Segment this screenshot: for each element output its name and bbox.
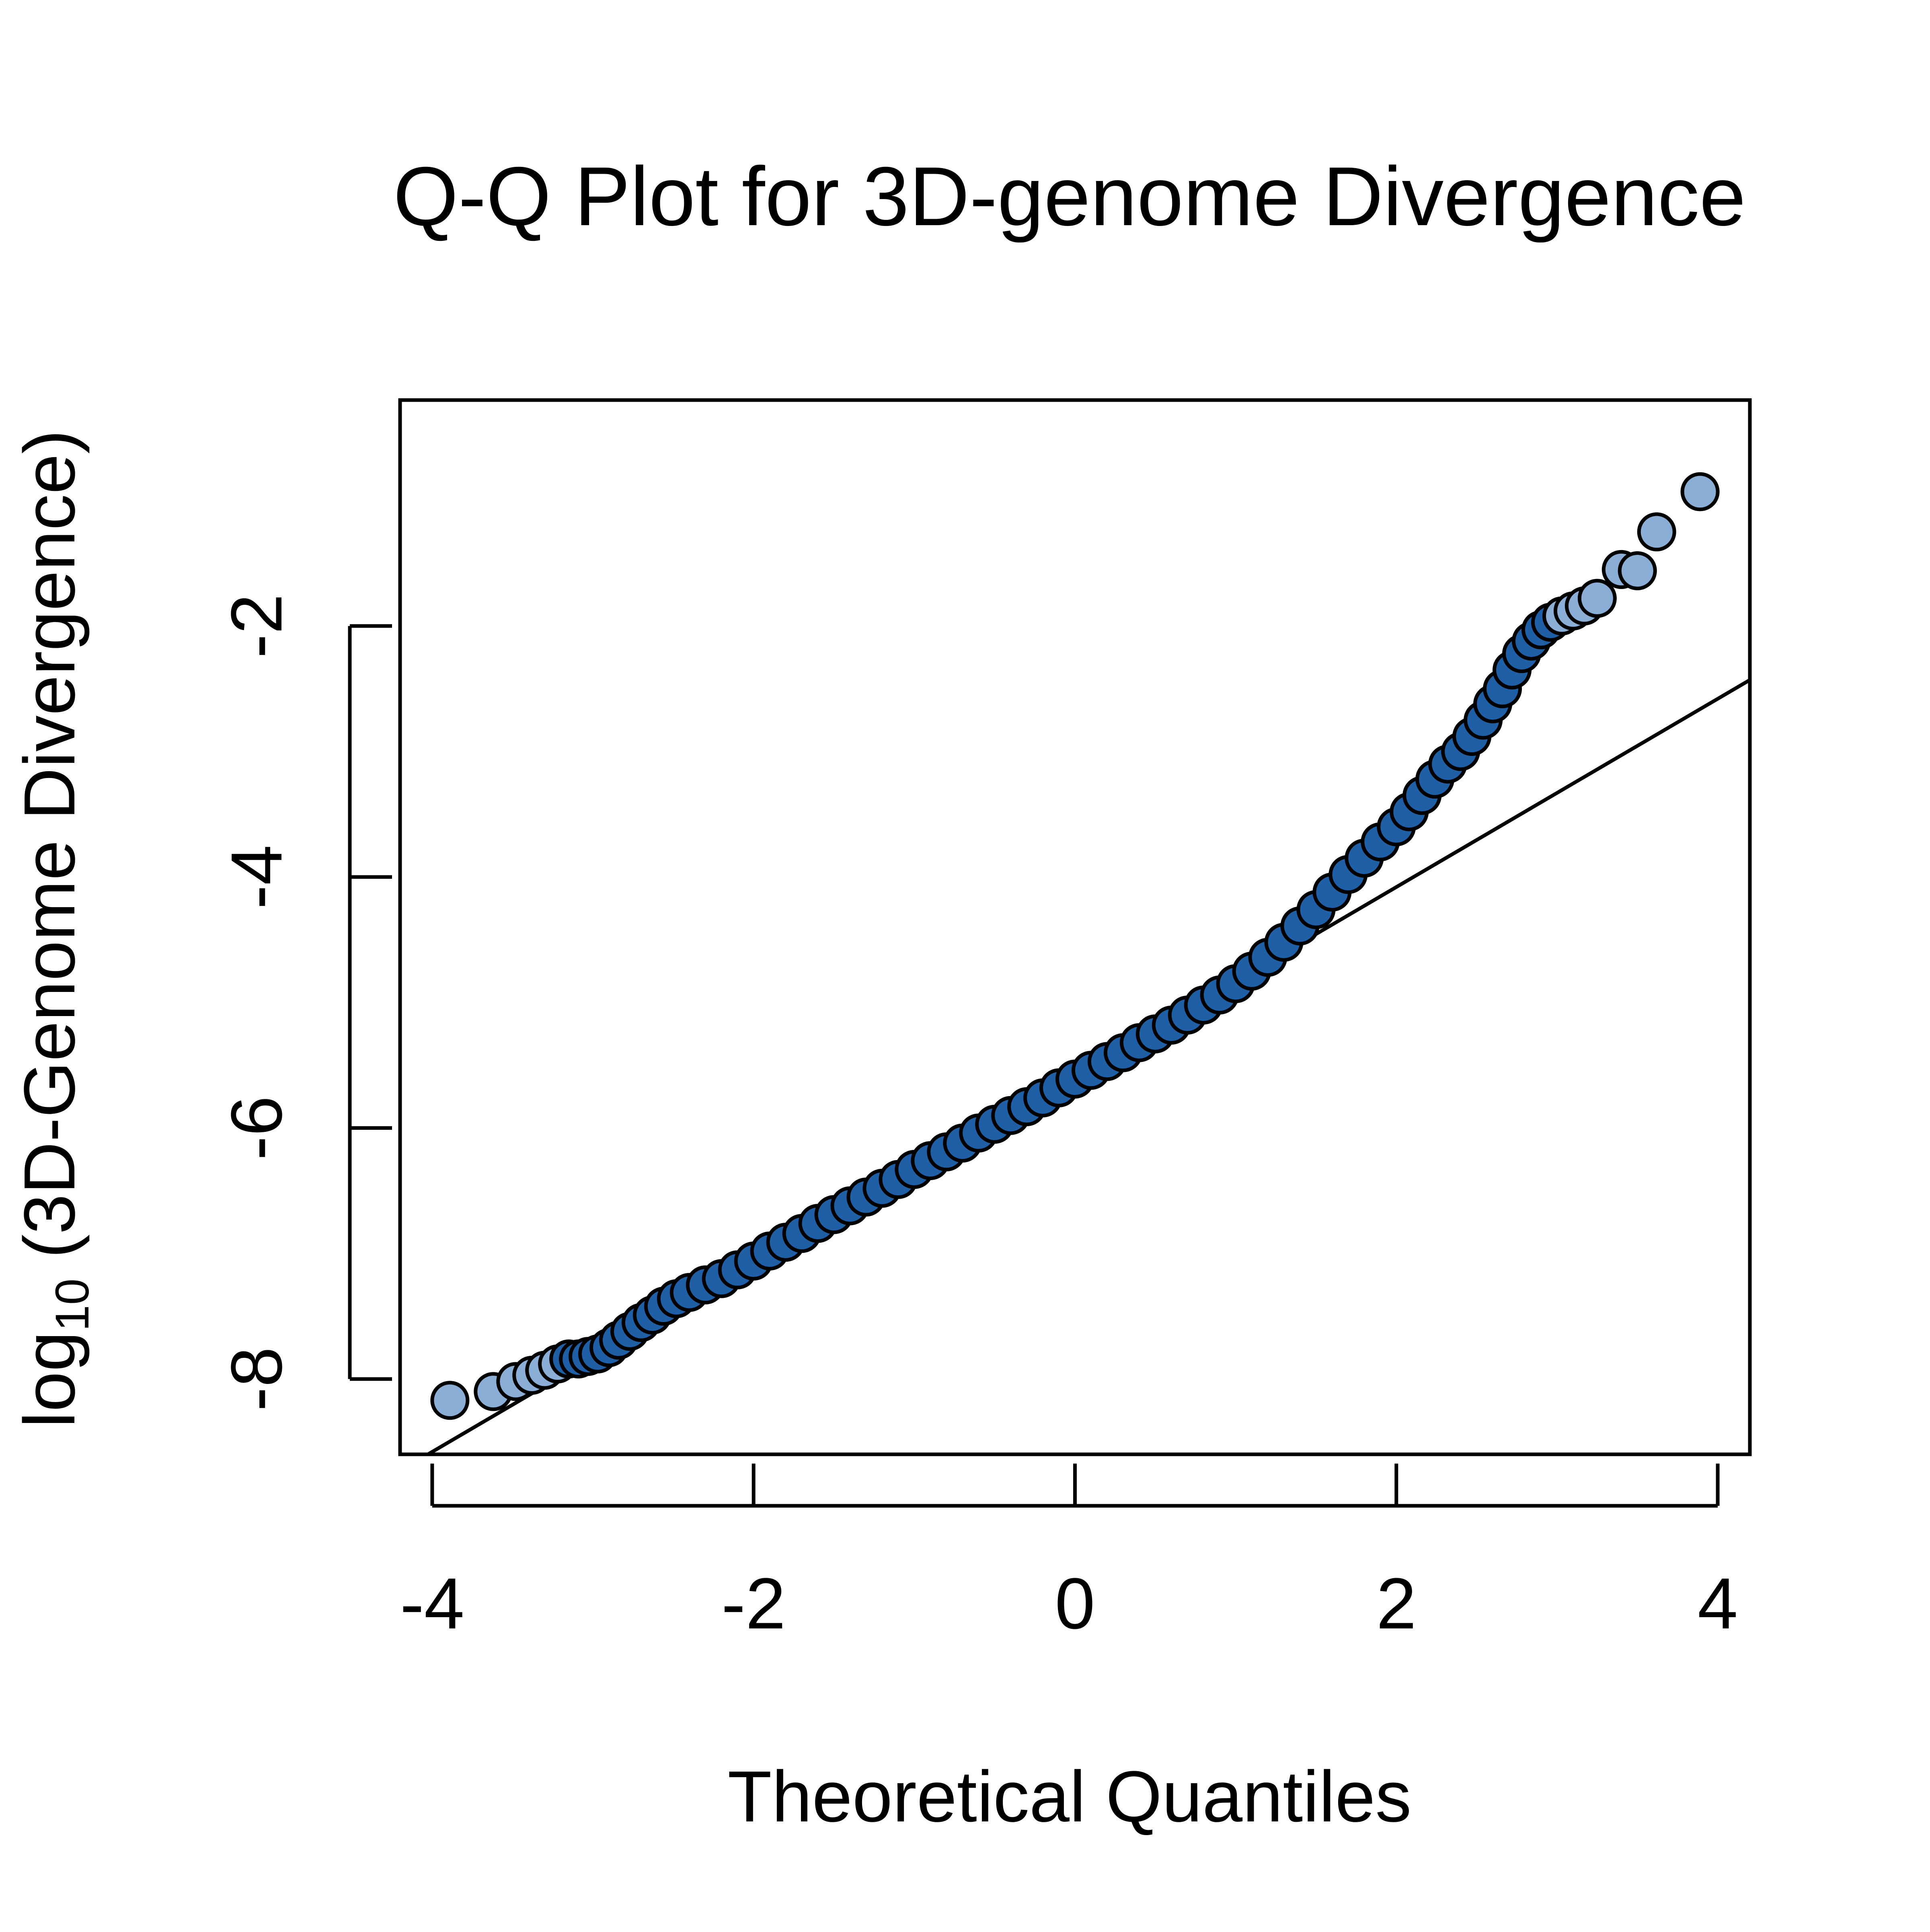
x-tick-label: -2 [721, 1563, 786, 1644]
y-axis-label-subscript: 10 [46, 1279, 99, 1331]
x-tick-label: 2 [1376, 1563, 1417, 1644]
x-tick-label: 0 [1055, 1563, 1095, 1644]
y-axis-label-prefix: log [9, 1331, 90, 1428]
y-tick-label: -6 [216, 1096, 297, 1160]
y-axis-label: log10 (3D-Genome Divergence) [9, 430, 99, 1428]
x-axis-label: Theoretical Quantiles [728, 1756, 1412, 1837]
plot-area: -4 -2 0 2 4 -8 -6 -4 -2 [216, 398, 1752, 1644]
y-tick-label: -4 [216, 845, 297, 909]
y-tick-label: -2 [216, 594, 297, 658]
data-point [430, 1381, 470, 1420]
plot-frame [398, 398, 1752, 1456]
x-tick-label: -4 [400, 1563, 464, 1644]
data-point [1577, 579, 1617, 618]
data-point [1680, 472, 1720, 511]
data-point [1618, 551, 1657, 591]
chart-title: Q-Q Plot for 3D-genome Divergence [393, 150, 1746, 243]
y-tick-label: -8 [216, 1347, 297, 1411]
data-point [1637, 512, 1676, 552]
x-tick-label: 4 [1698, 1563, 1738, 1644]
y-axis-label-suffix: (3D-Genome Divergence) [9, 430, 90, 1279]
